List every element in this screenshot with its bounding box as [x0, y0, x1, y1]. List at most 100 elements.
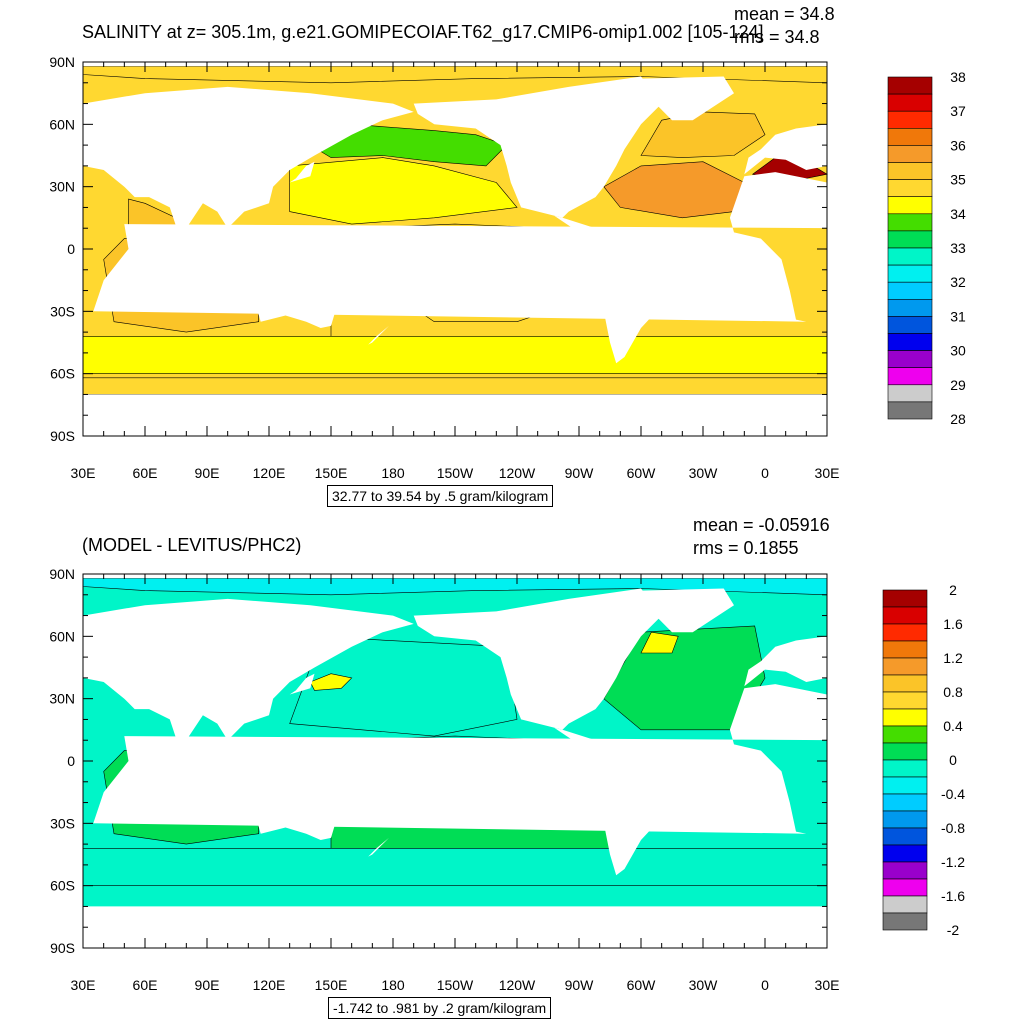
colorbar-swatch — [887, 316, 933, 334]
colorbar-swatch — [887, 247, 933, 266]
lon-tick-label: 30E — [815, 977, 840, 993]
land-greenland — [641, 76, 734, 121]
rms-label: rms = 0.1855 — [693, 538, 799, 558]
lon-tick-label: 60W — [627, 977, 657, 993]
region-north-pacific-subtropical-gyre — [289, 157, 518, 225]
colorbar-swatch — [887, 76, 933, 95]
colorbar-label: 37 — [950, 103, 966, 119]
colorbar-swatch — [887, 401, 933, 420]
region-kuroshio-extension — [309, 673, 353, 691]
colorbar-swatch — [882, 691, 928, 710]
lon-tick-label: 90E — [195, 465, 220, 481]
colorbar-swatch — [887, 110, 933, 129]
colorbar-swatch — [882, 674, 928, 693]
colorbar-label: -1.6 — [941, 888, 965, 904]
range-note: -1.742 to .981 by .2 gram/kilogram — [328, 997, 552, 1019]
colorbar-label: -1.2 — [941, 854, 965, 870]
colorbar-swatch — [887, 93, 933, 112]
colorbar-swatch — [887, 196, 933, 215]
mean-label: mean = 34.8 — [734, 4, 835, 24]
land-madagascar — [111, 792, 125, 813]
lon-tick-label: 30E — [815, 465, 840, 481]
land-europe — [744, 636, 827, 687]
colorbar-label: 38 — [950, 69, 966, 85]
lat-tick-label: 60S — [50, 366, 75, 382]
land-new-zealand — [368, 325, 389, 345]
lat-tick-label: 90N — [49, 566, 75, 582]
land-antarctica — [83, 906, 827, 948]
rms-label: rms = 34.8 — [734, 27, 820, 47]
colorbar-swatch — [882, 708, 928, 727]
colorbar-label: -0.8 — [941, 820, 965, 836]
lon-tick-label: 60E — [133, 465, 158, 481]
lon-tick-label: 30E — [71, 977, 96, 993]
lat-tick-label: 0 — [67, 241, 75, 257]
colorbar-label: 29 — [950, 377, 966, 393]
colorbar-swatch — [882, 657, 928, 676]
colorbar-swatch — [882, 742, 928, 761]
colorbar-swatch — [887, 333, 933, 351]
colorbar-swatch — [882, 827, 928, 846]
land-japan — [289, 673, 315, 695]
land-new-zealand — [368, 837, 389, 857]
land-eurasia — [83, 598, 414, 745]
lat-tick-label: 60N — [49, 116, 75, 132]
land-indonesia — [217, 238, 331, 270]
colorbar-label: 0.4 — [943, 718, 963, 734]
lon-tick-label: 120W — [499, 465, 536, 481]
salinity-map: 90N 60N 30N 0 30S 60S 90S 30E 60E 90E 120E 150E 180 1… — [49, 54, 966, 481]
colorbar-swatch — [887, 367, 933, 386]
land-north-america — [413, 76, 662, 218]
lon-tick-label: 150E — [315, 977, 348, 993]
colorbar-label: -0.4 — [941, 786, 965, 802]
colorbar-label: 1.2 — [943, 650, 963, 666]
lat-tick-label: 90S — [50, 940, 75, 956]
colorbar-swatch — [887, 128, 933, 146]
land-europe — [744, 124, 827, 175]
lon-tick-label: 30W — [689, 465, 719, 481]
colorbar-label: 0.8 — [943, 684, 963, 700]
land-north-america — [413, 588, 662, 730]
region-subpolar-north-atlantic — [640, 111, 766, 158]
colorbar-label: 33 — [950, 240, 966, 256]
colorbar-label: 30 — [950, 343, 966, 359]
lat-tick-label: 0 — [67, 753, 75, 769]
lat-tick-label: 30S — [50, 303, 75, 319]
lat-tick-label: 30N — [49, 691, 75, 707]
salinity-panel: SALINITY at z= 305.1m, g.e21.GOMIPECOIAF… — [49, 4, 966, 507]
colorbar-swatch — [882, 895, 928, 914]
lon-tick-label: 180 — [381, 977, 405, 993]
colorbar-label: 2 — [949, 582, 957, 598]
lon-tick-label: 150W — [437, 465, 474, 481]
lon-tick-label: 0 — [761, 465, 769, 481]
lon-tick-label: 30E — [71, 465, 96, 481]
colorbar-swatch — [882, 861, 928, 880]
colorbar-swatch — [887, 162, 933, 180]
land-australia — [256, 783, 338, 840]
lat-tick-label: 60S — [50, 878, 75, 894]
land-australia — [256, 271, 338, 328]
colorbar-swatch — [882, 776, 928, 795]
colorbar-swatch — [887, 384, 933, 403]
region-subpolar-north-pacific — [309, 119, 508, 167]
colorbar-swatch — [887, 298, 933, 317]
lat-tick-label: 30S — [50, 815, 75, 831]
land-madagascar — [111, 280, 125, 301]
colorbar-swatch — [887, 281, 933, 300]
lon-tick-label: 120W — [499, 977, 536, 993]
colorbar-label: 28 — [950, 411, 966, 427]
land-eurasia — [83, 86, 414, 233]
lon-tick-label: 150W — [437, 977, 474, 993]
lon-tick-label: 60W — [627, 465, 657, 481]
colorbar-label: 35 — [950, 172, 966, 188]
lon-tick-label: 0 — [761, 977, 769, 993]
colorbar-label: -2 — [947, 922, 960, 938]
colorbar-swatch — [882, 912, 928, 931]
region-southern-ocean — [82, 335, 828, 375]
lon-tick-label: 90W — [565, 465, 595, 481]
colorbar-swatch — [882, 759, 928, 778]
colorbar-swatch — [882, 810, 928, 829]
lon-tick-label: 120E — [253, 977, 286, 993]
colorbar-swatch — [882, 640, 928, 659]
colorbar-swatch — [882, 793, 928, 812]
